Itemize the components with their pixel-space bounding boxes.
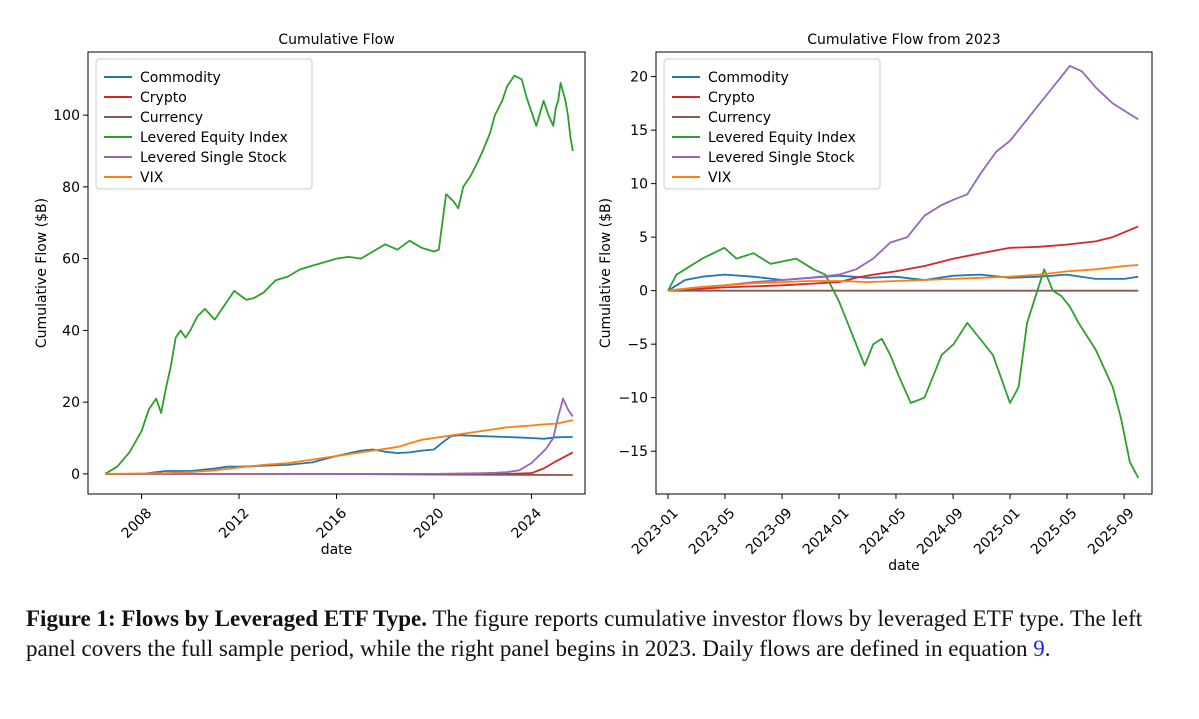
y-tick-label: 20: [62, 395, 80, 411]
equation-link[interactable]: 9: [1033, 636, 1045, 661]
y-tick-label: 80: [62, 180, 80, 196]
legend-box: [95, 58, 313, 190]
series-lines: [667, 65, 1140, 479]
legend-label: VIX: [708, 170, 732, 186]
caption-end: .: [1044, 636, 1051, 661]
x-tick-label: 2024-09: [914, 505, 967, 558]
legend-label: VIX: [140, 170, 164, 186]
legend-label: Commodity: [708, 70, 789, 86]
x-tick-label: 2024-01: [800, 505, 853, 558]
legend-label: Commodity: [140, 70, 221, 86]
x-tick-label: 2023-09: [743, 505, 796, 558]
legend-label: Currency: [708, 110, 771, 126]
x-tick-label: 2012: [216, 505, 253, 542]
x-tick-label: 2023-05: [686, 505, 739, 558]
series-line-vix: [105, 419, 573, 475]
x-tick-label: 2025-09: [1085, 505, 1138, 558]
y-tick-label: 10: [630, 177, 648, 193]
series-line-commodity: [667, 273, 1139, 292]
y-tick-label: 5: [639, 230, 648, 246]
series-line-levered-single-stock: [667, 65, 1139, 292]
chart-panel-1: Cumulative Flow 0 20 40 60 80 100 2008 2012 2016 2…: [34, 32, 586, 558]
caption-title: Figure 1: Flows by Leveraged ETF Type.: [26, 606, 427, 631]
chart-title: Cumulative Flow: [278, 32, 394, 48]
x-tick-label: 2016: [314, 505, 351, 542]
y-tick-label: 60: [62, 252, 80, 268]
y-tick-label: 0: [639, 284, 648, 300]
legend-box: [663, 58, 881, 190]
legend-label: Crypto: [708, 90, 755, 106]
x-tick-label: 2024: [508, 505, 545, 542]
y-tick-label: 15: [630, 123, 648, 139]
chart-title: Cumulative Flow from 2023: [807, 32, 1000, 48]
y-tick-label: 100: [53, 108, 80, 124]
legend-label: Levered Equity Index: [708, 130, 856, 146]
y-tick-label: 40: [62, 323, 80, 339]
y-tick-label: −5: [627, 337, 648, 353]
series-line-levered-single-stock: [105, 397, 574, 475]
y-tick-label: 0: [71, 467, 80, 483]
x-tick-label: 2020: [411, 505, 448, 542]
legend: Commodity Crypto Currency Levered Equity In…: [663, 58, 881, 190]
legend-label: Levered Single Stock: [140, 150, 288, 166]
legend-label: Levered Equity Index: [140, 130, 288, 146]
chart-panel-2: Cumulative Flow from 2023 −15 −10 −5 0 5 10 15 2…: [598, 32, 1153, 574]
legend: Commodity Crypto Currency Levered Equity In…: [95, 58, 313, 190]
legend-label: Crypto: [140, 90, 187, 106]
x-tick-label: 2023-01: [629, 505, 682, 558]
series-lines: [104, 74, 574, 476]
series-line-commodity: [105, 434, 573, 475]
legend-label: Currency: [140, 110, 203, 126]
series-line-vix: [667, 264, 1139, 292]
y-tick-label: 20: [630, 70, 648, 86]
y-tick-label: −15: [618, 444, 648, 460]
x-tick-label: 2025-05: [1028, 505, 1081, 558]
series-line-levered-equity-index: [104, 74, 574, 475]
y-axis-label: Cumulative Flow ($B): [34, 198, 50, 348]
series-line-crypto: [667, 225, 1139, 292]
x-axis-label: date: [888, 558, 920, 574]
x-tick-label: 2024-05: [857, 505, 910, 558]
x-tick-label: 2008: [119, 505, 156, 542]
series-line-levered-equity-index: [667, 246, 1140, 479]
x-axis-label: date: [321, 542, 353, 558]
y-axis-label: Cumulative Flow ($B): [598, 198, 614, 348]
figure-caption: Figure 1: Flows by Leveraged ETF Type. T…: [26, 604, 1176, 664]
axes-frame: [655, 51, 1153, 495]
legend-label: Levered Single Stock: [708, 150, 856, 166]
y-tick-label: −10: [618, 391, 648, 407]
caption-text: The figure reports cumulative investor f…: [26, 606, 1143, 661]
x-tick-label: 2025-01: [971, 505, 1024, 558]
